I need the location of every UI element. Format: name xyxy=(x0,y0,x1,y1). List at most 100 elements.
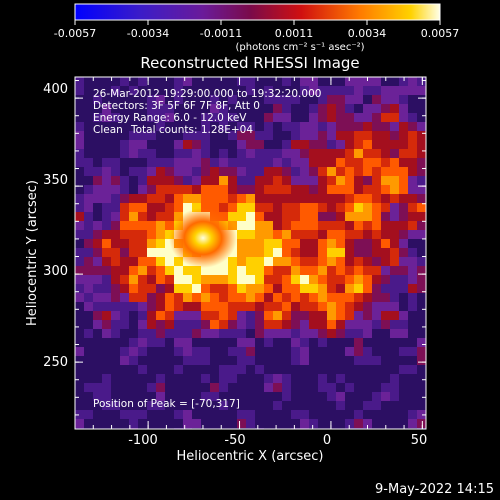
heatmap-cell xyxy=(156,374,166,384)
heatmap-cell xyxy=(408,329,418,339)
heatmap-cell xyxy=(228,410,238,420)
heatmap-cell xyxy=(183,320,193,330)
heatmap-cell xyxy=(228,185,238,195)
heatmap-cell xyxy=(210,374,220,384)
heatmap-cell xyxy=(399,86,409,96)
heatmap-cell xyxy=(336,221,346,231)
heatmap-cell xyxy=(390,185,400,195)
heatmap-cell xyxy=(174,113,184,123)
heatmap-cell xyxy=(408,203,418,213)
heatmap-cell xyxy=(327,239,337,249)
heatmap-cell xyxy=(84,302,94,312)
heatmap-cell xyxy=(390,176,400,186)
heatmap-cell xyxy=(183,176,193,186)
heatmap-cell xyxy=(372,104,382,114)
heatmap-cell xyxy=(75,131,85,141)
heatmap-cell xyxy=(282,329,292,339)
heatmap-cell xyxy=(408,347,418,357)
heatmap-cell xyxy=(345,392,355,402)
heatmap-cell xyxy=(390,221,400,231)
heatmap-cell xyxy=(255,149,265,159)
heatmap-cell xyxy=(183,113,193,123)
heatmap-cell xyxy=(111,212,121,222)
heatmap-cell xyxy=(345,194,355,204)
heatmap-cell xyxy=(165,257,175,267)
heatmap-cell xyxy=(237,338,247,348)
heatmap-cell xyxy=(291,248,301,258)
heatmap-cell xyxy=(264,401,274,411)
heatmap-cell xyxy=(417,266,426,276)
heatmap-cell xyxy=(246,266,256,276)
heatmap-cell xyxy=(165,140,175,150)
heatmap-cell xyxy=(372,266,382,276)
heatmap-cell xyxy=(390,329,400,339)
heatmap-cell xyxy=(84,203,94,213)
heatmap-cell xyxy=(192,203,202,213)
heatmap-cell xyxy=(201,77,211,87)
heatmap-cell xyxy=(111,401,121,411)
heatmap-cell xyxy=(147,383,157,393)
heatmap-cell xyxy=(255,230,265,240)
heatmap-cell xyxy=(165,194,175,204)
heatmap-cell xyxy=(264,113,274,123)
heatmap-cell xyxy=(183,374,193,384)
heatmap-cell xyxy=(129,329,139,339)
x-tick-label: 0 xyxy=(323,433,331,448)
heatmap-cell xyxy=(273,158,283,168)
heatmap-cell xyxy=(192,302,202,312)
heatmap-cell xyxy=(363,383,373,393)
heatmap-cell xyxy=(300,185,310,195)
heatmap-cell xyxy=(354,410,364,420)
heatmap-cell xyxy=(291,230,301,240)
heatmap-cell xyxy=(336,248,346,258)
heatmap-cell xyxy=(156,311,166,321)
heatmap-cell xyxy=(138,347,148,357)
heatmap-cell xyxy=(345,158,355,168)
heatmap-cell xyxy=(84,356,94,366)
heatmap-cell xyxy=(273,239,283,249)
heatmap-cell xyxy=(219,86,229,96)
colorbar-tick-label: 0.0011 xyxy=(275,27,314,40)
heatmap-cell xyxy=(363,221,373,231)
x-tick-labels: -100 -50 0 50 xyxy=(128,433,427,448)
heatmap-cell xyxy=(273,410,283,420)
heatmap-cell xyxy=(381,248,391,258)
heatmap-cell xyxy=(183,86,193,96)
heatmap-cell xyxy=(363,320,373,330)
heatmap-cell xyxy=(282,374,292,384)
heatmap-cell xyxy=(381,140,391,150)
heatmap-cell xyxy=(174,104,184,114)
heatmap-cell xyxy=(111,77,121,87)
heatmap-cell xyxy=(201,365,211,375)
heatmap-cell xyxy=(102,95,112,105)
heatmap-cell xyxy=(228,140,238,150)
heatmap-cell xyxy=(156,167,166,177)
heatmap-cell xyxy=(255,320,265,330)
heatmap-cell xyxy=(264,167,274,177)
heatmap-cell xyxy=(417,212,426,222)
heatmap-cell xyxy=(246,77,256,87)
heatmap-cell xyxy=(192,86,202,96)
heatmap-cell xyxy=(93,266,103,276)
heatmap-cell xyxy=(363,401,373,411)
heatmap-cell xyxy=(93,149,103,159)
heatmap-cell xyxy=(129,383,139,393)
heatmap-cell xyxy=(291,302,301,312)
heatmap-cell xyxy=(255,104,265,114)
heatmap-cell xyxy=(327,203,337,213)
heatmap-cell xyxy=(381,230,391,240)
heatmap-cell xyxy=(345,356,355,366)
heatmap-cell xyxy=(255,365,265,375)
heatmap-cell xyxy=(183,356,193,366)
heatmap-cell xyxy=(129,239,139,249)
heatmap-cell xyxy=(336,401,346,411)
heatmap-cell xyxy=(93,284,103,294)
heatmap-cell xyxy=(129,122,139,132)
heatmap-cell xyxy=(255,302,265,312)
heatmap-cell xyxy=(219,293,229,303)
heatmap-cell xyxy=(327,374,337,384)
heatmap-cell xyxy=(327,248,337,258)
heatmap-cell xyxy=(156,320,166,330)
heatmap-cell xyxy=(183,284,193,294)
heatmap-cell xyxy=(327,338,337,348)
